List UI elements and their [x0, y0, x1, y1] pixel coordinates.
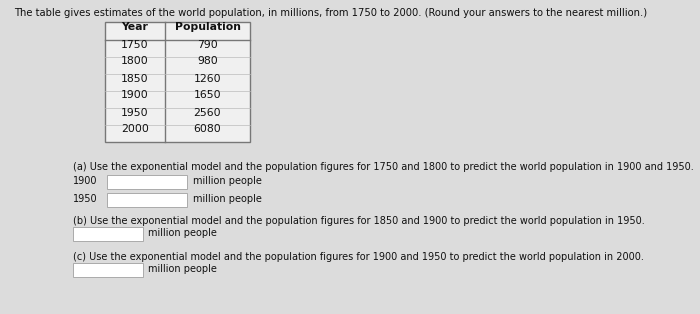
- Bar: [73, 227, 143, 241]
- Text: million people: million people: [193, 176, 262, 186]
- Bar: [107, 193, 187, 207]
- Text: 1800: 1800: [121, 57, 149, 67]
- Text: (c) Use the exponential model and the population figures for 1900 and 1950 to pr: (c) Use the exponential model and the po…: [73, 252, 644, 262]
- Text: 790: 790: [197, 40, 218, 50]
- Text: million people: million people: [193, 194, 262, 204]
- Text: 2000: 2000: [121, 124, 149, 134]
- Bar: [107, 175, 187, 189]
- Text: 980: 980: [197, 57, 218, 67]
- Bar: [73, 263, 143, 277]
- Text: 1850: 1850: [121, 73, 149, 84]
- Text: (a) Use the exponential model and the population figures for 1750 and 1800 to pr: (a) Use the exponential model and the po…: [73, 162, 694, 172]
- Text: (b) Use the exponential model and the population figures for 1850 and 1900 to pr: (b) Use the exponential model and the po…: [73, 216, 645, 226]
- Text: 1750: 1750: [121, 40, 149, 50]
- Text: 1950: 1950: [73, 194, 97, 204]
- Text: 1950: 1950: [121, 107, 149, 117]
- Text: Year: Year: [122, 22, 148, 32]
- Text: 6080: 6080: [194, 124, 221, 134]
- Text: 1900: 1900: [121, 90, 149, 100]
- Text: million people: million people: [148, 228, 217, 238]
- Text: 1650: 1650: [194, 90, 221, 100]
- Text: The table gives estimates of the world population, in millions, from 1750 to 200: The table gives estimates of the world p…: [14, 8, 647, 18]
- Text: million people: million people: [148, 264, 217, 274]
- Text: 2560: 2560: [194, 107, 221, 117]
- Text: Population: Population: [174, 22, 241, 32]
- Bar: [105, 22, 250, 142]
- Text: 1260: 1260: [194, 73, 221, 84]
- Text: 1900: 1900: [73, 176, 97, 186]
